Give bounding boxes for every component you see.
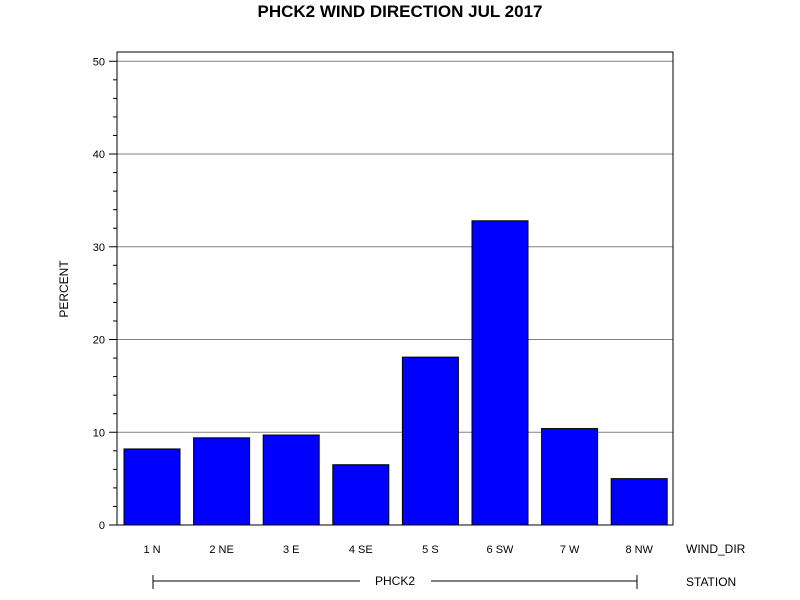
plot-frame xyxy=(116,51,674,526)
y-tick-label: 10 xyxy=(93,427,105,439)
bar xyxy=(471,220,529,526)
y-tick-label: 0 xyxy=(99,520,105,532)
y-axis-label: PERCENT xyxy=(57,260,71,318)
y-tick-label: 50 xyxy=(93,56,105,68)
y-axis: 0 10 20 30 40 50 xyxy=(93,56,117,532)
station-value: PHCK2 xyxy=(375,574,415,588)
bar xyxy=(193,437,251,526)
x-axis: 1 N 2 NE 3 E 4 SE 5 S 6 SW 7 W 8 NW xyxy=(143,544,653,556)
x-tick-label: 4 SE xyxy=(349,544,373,556)
station-label: STATION xyxy=(686,575,736,589)
x-tick-label: 6 SW xyxy=(487,544,515,556)
x-tick-label: 7 W xyxy=(560,544,580,556)
bars xyxy=(123,220,668,526)
y-tick-label: 40 xyxy=(93,149,105,161)
bar xyxy=(401,356,459,526)
x-tick-label: 2 NE xyxy=(209,544,233,556)
x-tick-label: 3 E xyxy=(283,544,300,556)
bar xyxy=(262,434,320,526)
y-tick-label: 20 xyxy=(93,335,105,347)
x-tick-label: 5 S xyxy=(422,544,439,556)
bar xyxy=(123,448,181,526)
station-bracket: PHCK2 xyxy=(152,574,638,589)
bar xyxy=(610,478,668,526)
bar xyxy=(332,464,390,526)
bar xyxy=(541,428,599,526)
x-tick-label: 8 NW xyxy=(625,544,653,556)
gridlines xyxy=(117,60,673,433)
x-tick-label: 1 N xyxy=(143,544,160,556)
x-axis-label: WIND_DIR xyxy=(686,542,746,556)
y-tick-label: 30 xyxy=(93,242,105,254)
chart-title: PHCK2 WIND DIRECTION JUL 2017 xyxy=(258,2,543,21)
